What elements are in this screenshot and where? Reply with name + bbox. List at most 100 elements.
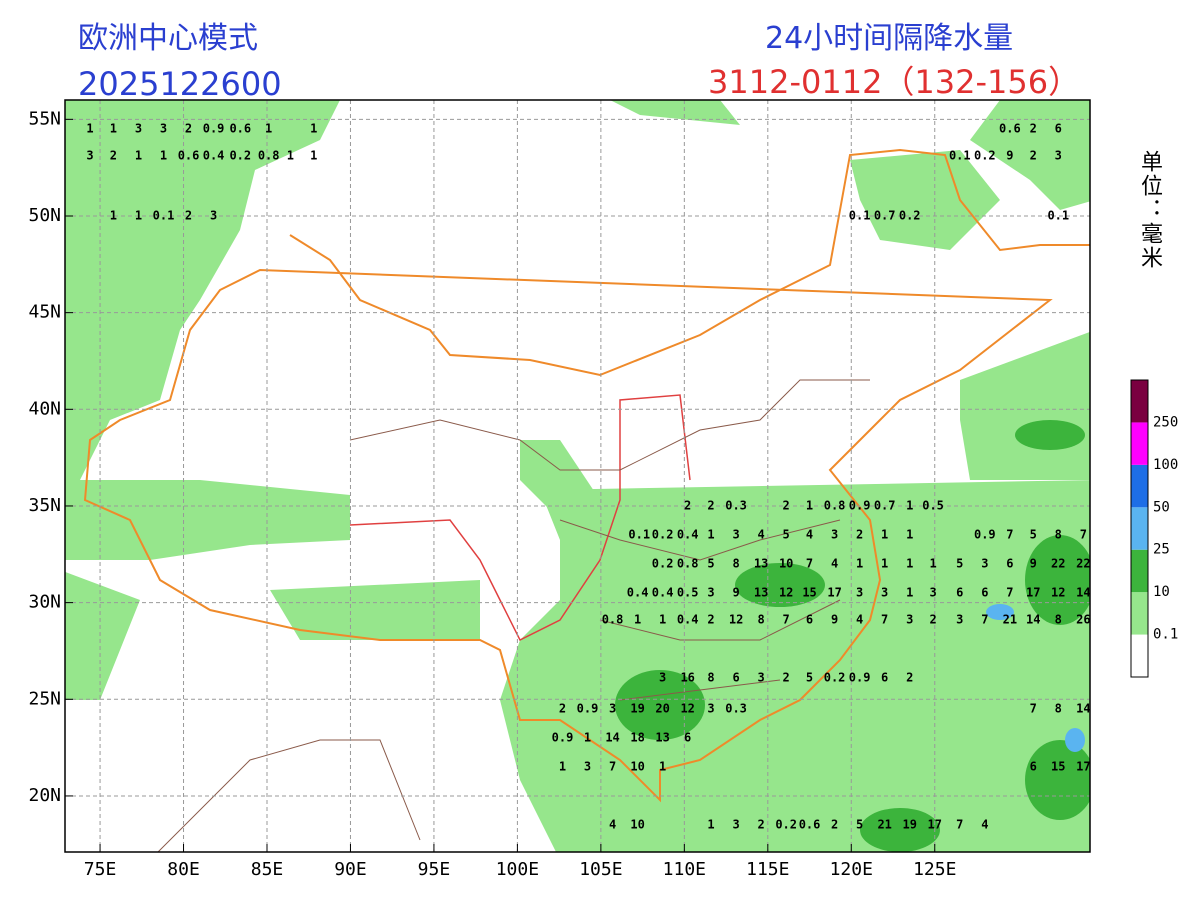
station-value: 0.4 — [203, 149, 225, 163]
station-value: 1 — [906, 556, 913, 570]
station-value: 3 — [956, 613, 963, 627]
station-value: 3 — [584, 759, 591, 773]
station-value: 0.8 — [258, 149, 280, 163]
station-value: 6 — [684, 730, 691, 744]
grid — [65, 100, 1090, 852]
station-value: 14 — [1076, 701, 1090, 715]
station-value: 3 — [906, 613, 913, 627]
station-value: 7 — [1006, 527, 1013, 541]
station-value: 1 — [86, 121, 93, 135]
station-value: 0.9 — [974, 527, 996, 541]
station-value: 3 — [758, 671, 765, 685]
station-value: 0.4 — [677, 527, 699, 541]
station-value: 1 — [881, 556, 888, 570]
station-value: 1 — [110, 208, 117, 222]
station-value: 20 — [655, 701, 669, 715]
station-value: 7 — [806, 556, 813, 570]
station-value: 8 — [758, 613, 765, 627]
station-value: 3 — [160, 121, 167, 135]
station-value: 6 — [881, 671, 888, 685]
station-value: 3 — [707, 701, 714, 715]
china-border — [83, 148, 1090, 803]
province-borders — [157, 379, 870, 852]
station-value: 0.2 — [974, 149, 996, 163]
unit-label: 单位：毫米 — [1137, 150, 1162, 270]
station-value: 0.8 — [602, 613, 624, 627]
station-value: 21 — [1003, 613, 1017, 627]
station-value: 2 — [110, 149, 117, 163]
station-value: 0.1 — [849, 208, 871, 222]
station-value: 7 — [981, 613, 988, 627]
station-value: 6 — [1055, 121, 1062, 135]
x-tick-label: 95E — [418, 859, 451, 880]
x-tick-label: 100E — [496, 859, 539, 880]
station-value: 17 — [1076, 759, 1090, 773]
station-value: 0.2 — [899, 208, 921, 222]
x-tick-label: 90E — [334, 859, 367, 880]
station-value: 0.2 — [229, 149, 251, 163]
station-value: 3 — [929, 585, 936, 599]
station-value: 0.9 — [849, 498, 871, 512]
station-value: 12 — [1051, 585, 1065, 599]
station-value: 0.1 — [949, 149, 971, 163]
x-tick-label: 80E — [167, 859, 200, 880]
station-value: 17 — [827, 585, 841, 599]
station-value: 10 — [630, 759, 644, 773]
station-value: 13 — [655, 730, 669, 744]
station-value: 3 — [659, 671, 666, 685]
station-value: 6 — [1030, 759, 1037, 773]
legend-band — [1131, 634, 1148, 677]
station-value: 4 — [831, 556, 838, 570]
station-value: 1 — [160, 149, 167, 163]
init-time: 2025122600 — [78, 65, 282, 103]
station-value: 13 — [754, 556, 768, 570]
station-value: 13 — [754, 585, 768, 599]
station-value: 1 — [310, 121, 317, 135]
legend-band — [1131, 592, 1148, 635]
station-value: 2 — [929, 613, 936, 627]
station-value: 7 — [956, 817, 963, 831]
station-value: 8 — [1055, 701, 1062, 715]
station-value: 2 — [856, 527, 863, 541]
station-value: 2 — [707, 498, 714, 512]
station-value: 7 — [881, 613, 888, 627]
x-tick-label: 115E — [746, 859, 789, 880]
station-value: 3 — [732, 817, 739, 831]
station-value: 2 — [185, 121, 192, 135]
station-value: 3 — [732, 527, 739, 541]
station-value: 26 — [1076, 613, 1090, 627]
station-value: 2 — [1030, 121, 1037, 135]
station-value: 4 — [806, 527, 813, 541]
station-value: 7 — [783, 613, 790, 627]
station-value: 2 — [559, 701, 566, 715]
y-tick-label: 35N — [28, 495, 61, 516]
station-value: 1 — [906, 527, 913, 541]
very-heavy-shading — [986, 604, 1085, 752]
x-tick-label: 120E — [830, 859, 873, 880]
station-value: 7 — [1006, 585, 1013, 599]
station-value: 9 — [1030, 556, 1037, 570]
station-value: 14 — [1026, 613, 1040, 627]
station-value: 5 — [783, 527, 790, 541]
station-value: 22 — [1076, 556, 1090, 570]
legend-band — [1131, 507, 1148, 550]
station-value: 7 — [609, 759, 616, 773]
station-value: 1 — [135, 149, 142, 163]
station-value: 0.4 — [652, 585, 674, 599]
station-value: 8 — [707, 671, 714, 685]
station-value: 6 — [1006, 556, 1013, 570]
station-value: 2 — [185, 208, 192, 222]
station-value: 5 — [956, 556, 963, 570]
station-value: 2 — [684, 498, 691, 512]
station-value: 3 — [881, 585, 888, 599]
station-value: 1 — [559, 759, 566, 773]
station-value: 8 — [732, 556, 739, 570]
station-value: 3 — [831, 527, 838, 541]
station-value: 5 — [707, 556, 714, 570]
heavy-shading — [615, 420, 1090, 852]
station-value: 0.8 — [824, 498, 846, 512]
precip-shading — [65, 100, 1090, 852]
legend-label: 0.1 — [1153, 627, 1178, 643]
legend-label: 100 — [1153, 457, 1178, 473]
